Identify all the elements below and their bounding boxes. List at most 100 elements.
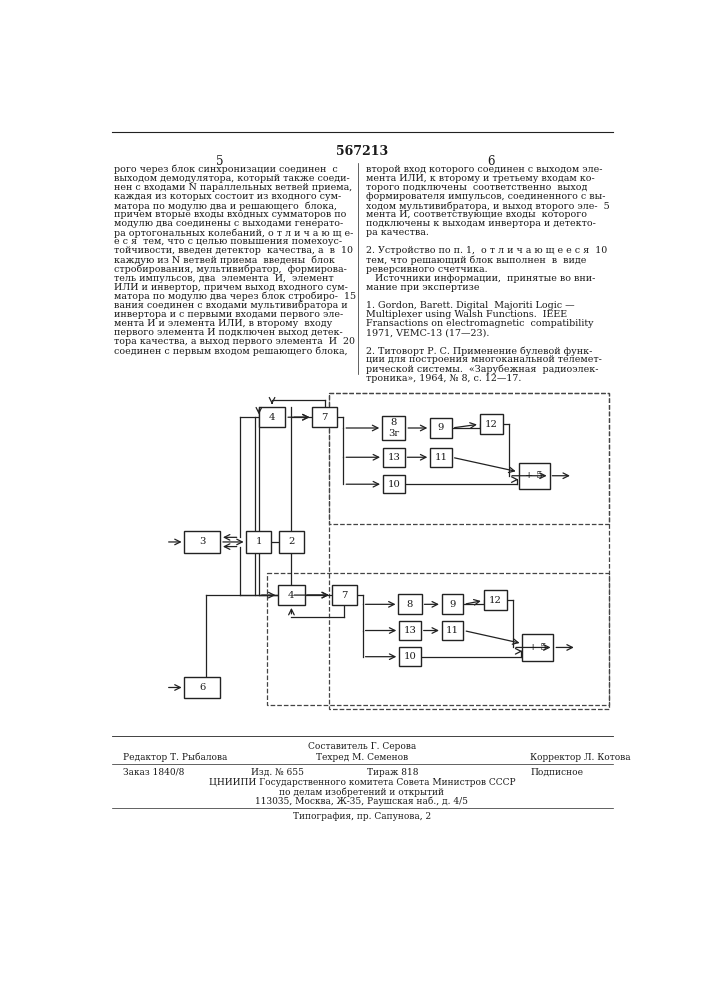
Text: Изд. № 655: Изд. № 655 [251, 768, 304, 777]
Text: мента И и элемента ИЛИ, в второму  входу: мента И и элемента ИЛИ, в второму входу [114, 319, 332, 328]
Text: 3: 3 [199, 537, 206, 546]
Text: первого элемента И подключен выход детек-: первого элемента И подключен выход детек… [114, 328, 343, 337]
Text: Подписное: Подписное [530, 768, 583, 777]
Text: 2. Титоворт Р. С. Применение булевой функ-: 2. Титоворт Р. С. Применение булевой фун… [366, 346, 592, 356]
Text: тель импульсов, два  элемента  И,  элемент: тель импульсов, два элемента И, элемент [114, 274, 334, 283]
Bar [332, 585, 356, 605]
Text: модулю два соединены с выходами генерато-: модулю два соединены с выходами генерато… [114, 219, 343, 228]
Bar [382, 416, 405, 440]
Text: мента ИЛИ, к второму и третьему входам ко-: мента ИЛИ, к второму и третьему входам к… [366, 174, 595, 183]
Text: мание при экспертизе: мание при экспертизе [366, 283, 479, 292]
Text: рической системы.  «Зарубежная  радиоэлек-: рической системы. «Зарубежная радиоэлек- [366, 365, 598, 374]
Text: Составитель Г. Серова: Составитель Г. Серова [308, 742, 416, 751]
Text: 9: 9 [450, 600, 456, 609]
Bar [399, 621, 421, 640]
Text: 567213: 567213 [336, 145, 388, 158]
Text: 8
3г: 8 3г [388, 418, 399, 438]
Text: соединен с первым входом решающего блока,: соединен с первым входом решающего блока… [114, 346, 348, 356]
Text: по делам изобретений и открытий: по делам изобретений и открытий [279, 788, 445, 797]
Text: е с я  тем, что с целью повышения помехоус-: е с я тем, что с целью повышения помехоу… [114, 237, 342, 246]
Text: причем вторые входы входных сумматоров по: причем вторые входы входных сумматоров п… [114, 210, 346, 219]
Text: 13: 13 [387, 453, 400, 462]
Text: 6: 6 [488, 155, 495, 168]
Text: 5: 5 [216, 155, 224, 168]
Text: 1971, VEMC-13 (17—23).: 1971, VEMC-13 (17—23). [366, 328, 489, 337]
Bar [329, 393, 609, 709]
Text: 1. Gordon, Barett. Digital  Majoriti Logic —: 1. Gordon, Barett. Digital Majoriti Logi… [366, 301, 575, 310]
Bar [399, 647, 421, 666]
Text: мента И, соответствующие входы  которого: мента И, соответствующие входы которого [366, 210, 587, 219]
Text: ЦНИИПИ Государственного комитета Совета Министров СССР: ЦНИИПИ Государственного комитета Совета … [209, 778, 515, 787]
Text: каждая из которых состоит из входного сум-: каждая из которых состоит из входного су… [114, 192, 341, 201]
Bar [518, 463, 549, 489]
Text: вания соединен с входами мультивибратора и: вания соединен с входами мультивибратора… [114, 301, 348, 310]
Bar [484, 590, 507, 610]
Text: Источники информации,  принятые во вни-: Источники информации, принятые во вни- [366, 274, 595, 283]
Text: подключены к выходам инвертора и детекто-: подключены к выходам инвертора и детекто… [366, 219, 596, 228]
Text: тора качества, а выход первого элемента  И  20: тора качества, а выход первого элемента … [114, 337, 355, 346]
Text: стробирования, мультивибратор,  формирова-: стробирования, мультивибратор, формирова… [114, 265, 347, 274]
Text: ра ортогональных колебаний, о т л и ч а ю щ е-: ра ортогональных колебаний, о т л и ч а … [114, 228, 354, 238]
Text: 11: 11 [446, 626, 459, 635]
Text: второй вход которого соединен с выходом эле-: второй вход которого соединен с выходом … [366, 165, 602, 174]
Text: ра качества.: ра качества. [366, 228, 428, 237]
Text: 10: 10 [387, 480, 400, 489]
Text: 6: 6 [199, 683, 206, 692]
Text: Техред М. Семенов: Техред М. Семенов [316, 753, 408, 762]
Bar [312, 407, 337, 427]
Bar [247, 531, 271, 553]
Text: Заказ 1840/8: Заказ 1840/8 [123, 768, 185, 777]
Bar [279, 585, 305, 605]
Text: Multiplexer using Walsh Functions.  IEEE: Multiplexer using Walsh Functions. IEEE [366, 310, 567, 319]
Text: 12: 12 [489, 596, 502, 605]
Text: ИЛИ и инвертор, причем выход входного сум-: ИЛИ и инвертор, причем выход входного су… [114, 283, 348, 292]
Text: Редактор Т. Рыбалова: Редактор Т. Рыбалова [123, 753, 228, 762]
Bar [185, 677, 220, 698]
Bar [267, 573, 609, 705]
Text: 12: 12 [485, 420, 498, 429]
Text: 7: 7 [322, 413, 328, 422]
Text: 11: 11 [435, 453, 448, 462]
Bar [480, 414, 503, 434]
Bar [383, 448, 404, 466]
Text: Fransactions on electromagnetic  compatibility: Fransactions on electromagnetic compatib… [366, 319, 593, 328]
Text: торого подключены  соответственно  выход: торого подключены соответственно выход [366, 183, 588, 192]
Text: 10: 10 [404, 652, 416, 661]
Text: нен с входами N параллельных ветвей приема,: нен с входами N параллельных ветвей прие… [114, 183, 352, 192]
Text: 113035, Москва, Ж-35, Раушская наб., д. 4/5: 113035, Москва, Ж-35, Раушская наб., д. … [255, 797, 469, 806]
Text: тем, что решающий блок выполнен  в  виде: тем, что решающий блок выполнен в виде [366, 256, 586, 265]
Bar [398, 594, 421, 614]
Text: ции для построения многоканальной телемет-: ции для построения многоканальной телеме… [366, 355, 602, 364]
Bar [329, 393, 609, 524]
Text: тойчивости, введен детектор  качества, а  в  10: тойчивости, введен детектор качества, а … [114, 246, 353, 255]
Bar [522, 634, 554, 661]
Text: инвертора и с первыми входами первого эле-: инвертора и с первыми входами первого эл… [114, 310, 343, 319]
Text: 7: 7 [341, 591, 347, 600]
Text: + 5: + 5 [529, 643, 547, 652]
Bar [430, 418, 452, 438]
Text: ходом мультивибратора, и выход второго эле-  5: ходом мультивибратора, и выход второго э… [366, 201, 609, 211]
Text: формирователя импульсов, соединенного с вы-: формирователя импульсов, соединенного с … [366, 192, 605, 201]
Text: матора по модулю два через блок стробиро-  15: матора по модулю два через блок стробиро… [114, 292, 356, 301]
Bar [259, 407, 285, 427]
Text: Тираж 818: Тираж 818 [368, 768, 419, 777]
Text: троника», 1964, № 8, с. 12—17.: троника», 1964, № 8, с. 12—17. [366, 374, 521, 383]
Bar [383, 475, 404, 493]
Text: 2. Устройство по п. 1,  о т л и ч а ю щ е е с я  10: 2. Устройство по п. 1, о т л и ч а ю щ е… [366, 246, 607, 255]
Text: 1: 1 [256, 537, 262, 546]
Text: 2: 2 [288, 537, 295, 546]
Bar [185, 531, 220, 553]
Text: 4: 4 [288, 591, 295, 600]
Text: 8: 8 [407, 600, 413, 609]
Text: 9: 9 [438, 424, 444, 432]
Text: + 5: + 5 [525, 471, 543, 480]
Text: Корректор Л. Котова: Корректор Л. Котова [530, 753, 631, 762]
Bar [279, 531, 304, 553]
Text: 4: 4 [269, 413, 275, 422]
Text: рого через блок синхронизации соединен  с: рого через блок синхронизации соединен с [114, 165, 338, 174]
Text: матора по модулю два и решающего  блока,: матора по модулю два и решающего блока, [114, 201, 337, 211]
Text: реверсивного счетчика.: реверсивного счетчика. [366, 265, 487, 274]
Text: выходом демодулятора, который также соеди-: выходом демодулятора, который также соед… [114, 174, 350, 183]
Bar [430, 448, 452, 466]
Text: 13: 13 [404, 626, 416, 635]
